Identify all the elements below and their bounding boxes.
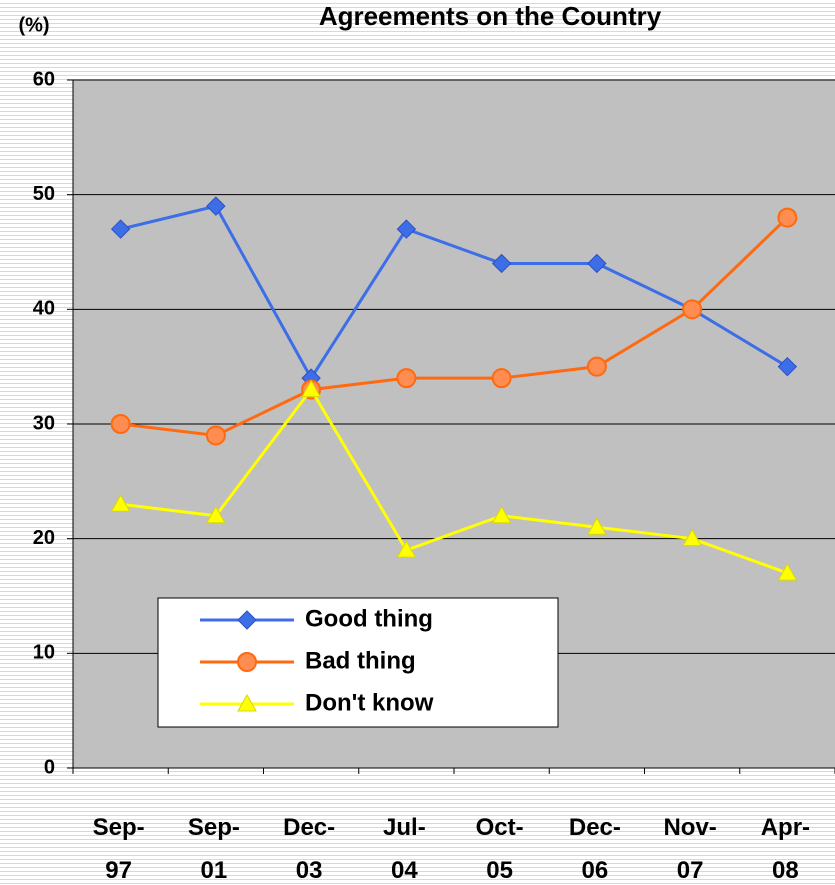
marker [206, 505, 226, 524]
y-axis-label: (%) [18, 14, 49, 36]
x-tick-label: Dec-03 [283, 814, 335, 884]
marker [682, 528, 702, 547]
marker [205, 425, 226, 446]
y-tick-label: 60 [33, 68, 55, 90]
series-line [120, 204, 789, 382]
marker [396, 368, 417, 389]
legend-label: Good thing [305, 605, 433, 632]
y-tick-label: 10 [33, 642, 55, 664]
y-tick-label: 0 [44, 756, 55, 778]
series-line [120, 386, 788, 575]
x-tick-label: Nov-07 [663, 814, 716, 884]
x-tick-label: Dec-06 [569, 814, 621, 884]
x-tick-label: Sep-01 [188, 814, 240, 884]
marker [396, 540, 417, 558]
marker [491, 253, 512, 274]
marker [396, 219, 417, 239]
marker [237, 652, 257, 672]
x-tick-label: Apr-08 [761, 814, 810, 884]
x-tick-label: Oct-05 [476, 814, 524, 884]
marker [777, 207, 798, 228]
x-tick-label: Sep-97 [93, 814, 145, 884]
marker [237, 693, 257, 712]
marker [587, 517, 607, 535]
marker [682, 299, 703, 320]
marker [777, 563, 798, 581]
marker [587, 253, 607, 274]
marker [237, 610, 257, 630]
marker [110, 219, 131, 239]
y-tick-label: 30 [33, 412, 55, 434]
marker [301, 379, 321, 398]
legend-label: Bad thing [305, 647, 416, 674]
marker [491, 368, 512, 389]
marker [777, 356, 798, 377]
series-line [120, 216, 789, 438]
marker [110, 414, 131, 434]
y-tick-label: 50 [33, 183, 55, 205]
legend-label: Don't know [305, 689, 434, 716]
marker [110, 494, 131, 512]
x-tick-label: Jul-04 [383, 814, 426, 884]
y-tick-label: 40 [33, 298, 55, 320]
marker [491, 505, 512, 524]
y-tick-label: 20 [33, 527, 55, 549]
marker [586, 356, 607, 377]
chart-title: Agreements on the Country [319, 1, 662, 31]
marker [206, 196, 226, 216]
